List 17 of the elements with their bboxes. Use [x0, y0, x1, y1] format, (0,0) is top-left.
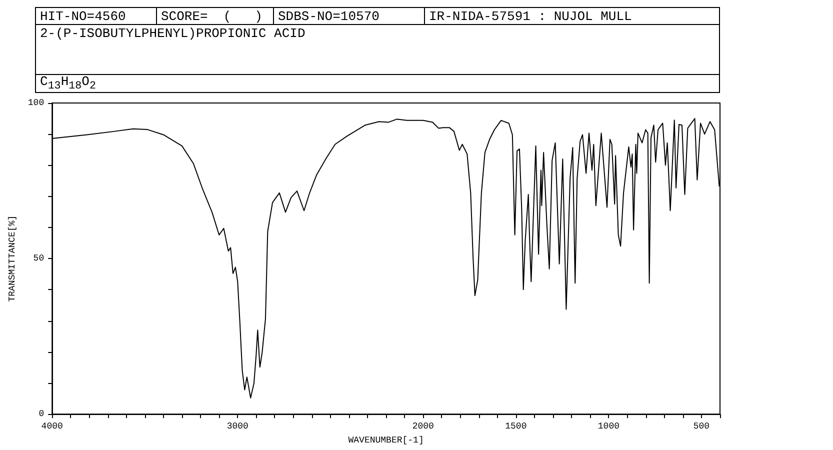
x-tick-label: 4000 [41, 422, 63, 432]
text: C$_{13}$H$_{18}$O$_{2}$ [40, 74, 96, 93]
text: SDBS-NO=10570 [278, 8, 380, 24]
y-tick-label: 50 [33, 254, 44, 264]
y-tick-label: 100 [28, 98, 44, 108]
text: HIT-NO=4560 [40, 8, 126, 24]
x-axis-title: WAVENUMBER[-1] [348, 436, 424, 446]
x-tick-label: 500 [693, 422, 710, 432]
x-tick-label: 2000 [412, 422, 434, 432]
x-tick-label: 1000 [598, 422, 620, 432]
y-tick-label: 0 [38, 409, 44, 420]
text: IR-NIDA-57591 : NUJOL MULL [429, 8, 632, 24]
x-tick-label: 3000 [226, 422, 248, 432]
x-tick-label: 1500 [505, 422, 527, 432]
chart-title: 2-(P-ISOBUTYLPHENYL)PROPIONIC ACID [36, 25, 719, 75]
y-axis-title: TRANSMITTANCE[%] [8, 215, 18, 302]
text: SCORE= ( ) [161, 8, 262, 24]
